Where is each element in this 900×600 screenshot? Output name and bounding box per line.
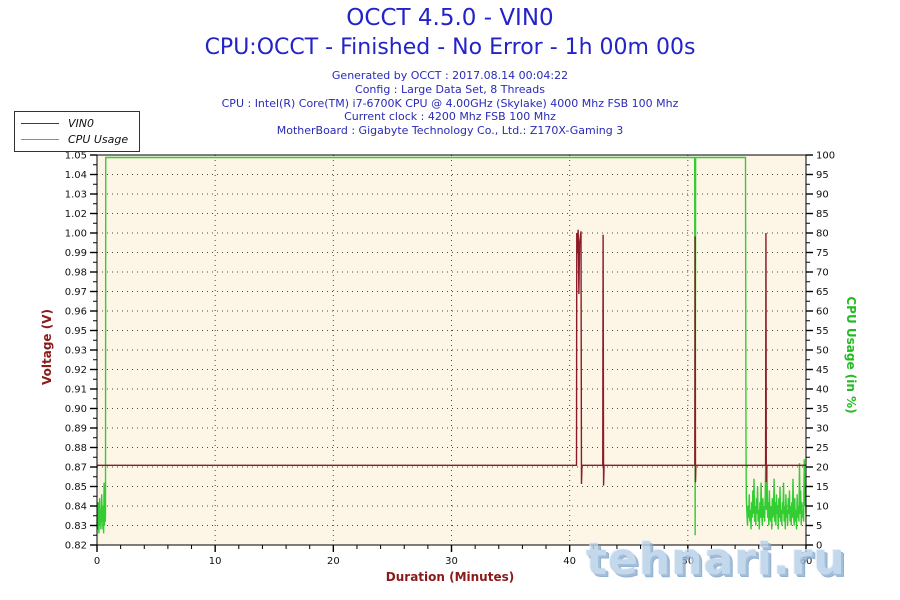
legend-item-cpu-usage: CPU Usage	[21, 131, 133, 147]
left-tick-label: 1.05	[65, 151, 87, 162]
right-tick-label: 45	[816, 365, 829, 376]
x-tick-label: 60	[800, 556, 813, 567]
left-tick-label: 1.02	[65, 209, 87, 220]
right-tick-label: 50	[816, 346, 829, 357]
left-tick-label: 0.95	[65, 326, 87, 337]
left-tick-label: 0.96	[65, 307, 87, 318]
x-tick-label: 30	[445, 556, 458, 567]
left-tick-label: 0.98	[65, 268, 87, 279]
left-tick-label: 0.88	[65, 443, 87, 454]
x-tick-label: 20	[327, 556, 340, 567]
gridlines	[97, 155, 806, 545]
plot-frame-and-ticks	[90, 154, 813, 552]
right-tick-label: 85	[816, 209, 829, 220]
right-tick-label: 60	[816, 307, 829, 318]
right-tick-label: 90	[816, 190, 829, 201]
legend-item-vin0: VIN0	[21, 115, 133, 131]
right-tick-label: 100	[816, 151, 835, 162]
right-tick-label: 30	[816, 424, 829, 435]
right-tick-label: 65	[816, 287, 829, 298]
left-tick-label: 0.99	[65, 248, 87, 259]
left-tick-label: 1.04	[65, 170, 87, 181]
legend-label-cpu-usage: CPU Usage	[68, 132, 129, 146]
left-tick-label: 0.91	[65, 385, 87, 396]
info-generated: Generated by OCCT : 2017.08.14 00:04:22	[331, 69, 569, 82]
info-motherboard: MotherBoard : Gigabyte Technology Co., L…	[276, 124, 624, 138]
x-tick-label: 40	[563, 556, 576, 567]
tehnari-watermark: tehnari.ru	[586, 534, 846, 585]
left-tick-label: 1.00	[65, 229, 87, 240]
info-current-clock: Current clock : 4200 Mhz FSB 100 Mhz	[344, 110, 556, 124]
right-tick-label: 10	[816, 502, 829, 513]
left-tick-label: 0.87	[65, 463, 87, 474]
series-vin0	[97, 229, 806, 486]
cpu-usage-line-sample	[21, 138, 59, 140]
chart-legend: VIN0 CPU Usage	[14, 111, 140, 152]
right-tick-label: 70	[816, 268, 829, 279]
series-cpu-usage	[96, 156, 807, 536]
header-info-block: Generated by OCCT : 2017.08.14 00:04:22 …	[0, 69, 900, 138]
left-tick-label: 0.90	[65, 404, 87, 415]
right-tick-label: 20	[816, 463, 829, 474]
right-tick-label: 75	[816, 248, 829, 259]
x-tick-label: 0	[94, 556, 100, 567]
info-config: Config : Large Data Set, 8 Threads	[355, 82, 545, 96]
info-cpu: CPU : Intel(R) Core(TM) i7-6700K CPU @ 4…	[221, 96, 679, 110]
vin0-line-sample	[21, 122, 59, 124]
right-tick-label: 0	[816, 541, 822, 552]
left-tick-label: 0.93	[65, 346, 87, 357]
x-tick-label: 10	[209, 556, 222, 567]
y-axis-title-cpu-usage: CPU Usage (in %)	[844, 296, 858, 414]
right-tick-label: 35	[816, 404, 829, 415]
x-tick-label: 50	[681, 556, 694, 567]
left-tick-label: 0.89	[65, 424, 87, 435]
right-tick-label: 15	[816, 482, 829, 493]
left-tick-label: 0.83	[65, 521, 87, 532]
right-tick-label: 55	[816, 326, 829, 337]
x-axis-title-duration: Duration (Minutes)	[385, 570, 515, 584]
y-axis-title-voltage: Voltage (V)	[40, 309, 54, 385]
right-tick-label: 25	[816, 443, 829, 454]
left-tick-label: 1.03	[65, 190, 87, 201]
legend-label-vin0: VIN0	[68, 116, 94, 130]
left-tick-label: 0.84	[65, 502, 87, 513]
right-tick-label: 5	[816, 521, 822, 532]
right-tick-label: 80	[816, 229, 829, 240]
left-tick-label: 0.92	[65, 365, 87, 376]
left-tick-label: 0.85	[65, 482, 87, 493]
left-tick-label: 0.82	[65, 541, 87, 552]
left-tick-label: 0.97	[65, 287, 87, 298]
page-subtitle: CPU:OCCT - Finished - No Error - 1h 00m …	[204, 35, 696, 60]
right-tick-label: 40	[816, 385, 829, 396]
right-tick-label: 95	[816, 170, 829, 181]
page-title: OCCT 4.5.0 - VIN0	[346, 5, 554, 31]
series-lines	[96, 156, 807, 536]
